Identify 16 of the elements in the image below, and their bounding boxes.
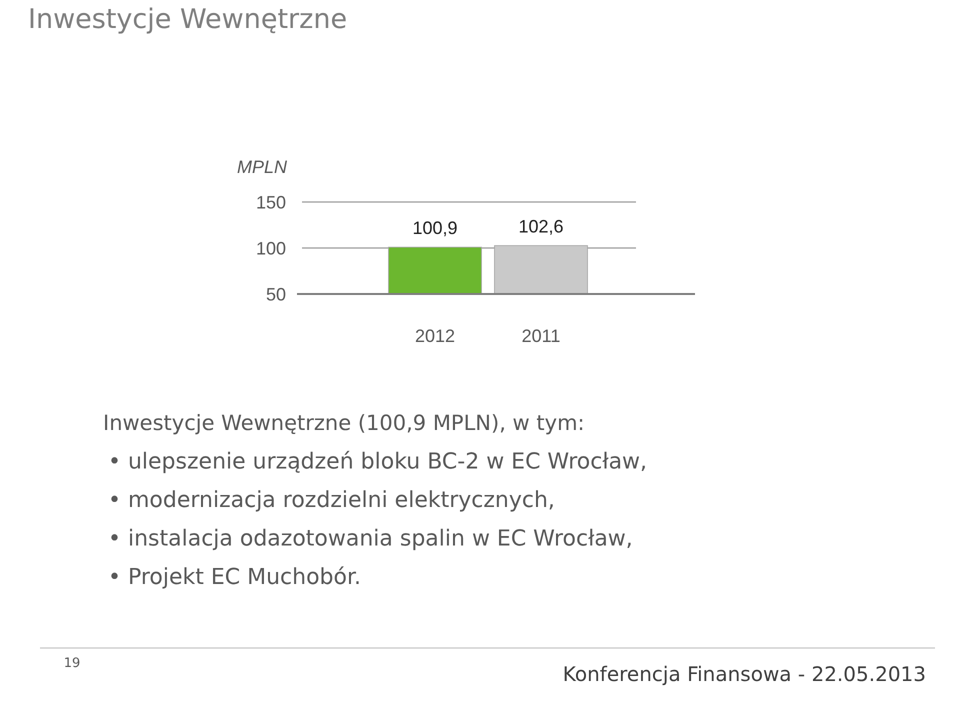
x-tick-label: 2011	[522, 326, 560, 346]
x-tick-label: 2012	[414, 326, 456, 346]
chart-title: Inwestycje Wewnętrzne	[28, 4, 348, 35]
text: Konferencja Finansowa - 22.05.2013	[562, 662, 926, 686]
text: 19	[64, 656, 80, 671]
y-axis-title: MPLN	[237, 157, 288, 177]
text: • instalacja odazotowania spalin w EC Wrocław,	[108, 526, 633, 552]
text: • modernizacja rozdzielni elektrycznych,	[108, 488, 555, 513]
text: • Projekt EC Muchobór.	[108, 565, 361, 590]
y-tick-label: 100	[256, 238, 286, 258]
text: • ulepszenie urządzeń bloku BC-2 w EC Wrocław,	[108, 450, 648, 474]
text: Inwestycje Wewnętrzne (100,9 MPLN), w tym:	[103, 411, 585, 435]
y-tick-label: 150	[256, 192, 286, 212]
y-tick-label: 50	[266, 284, 286, 304]
data-label: 102,6	[518, 216, 564, 237]
data-label: 100,9	[412, 218, 458, 238]
